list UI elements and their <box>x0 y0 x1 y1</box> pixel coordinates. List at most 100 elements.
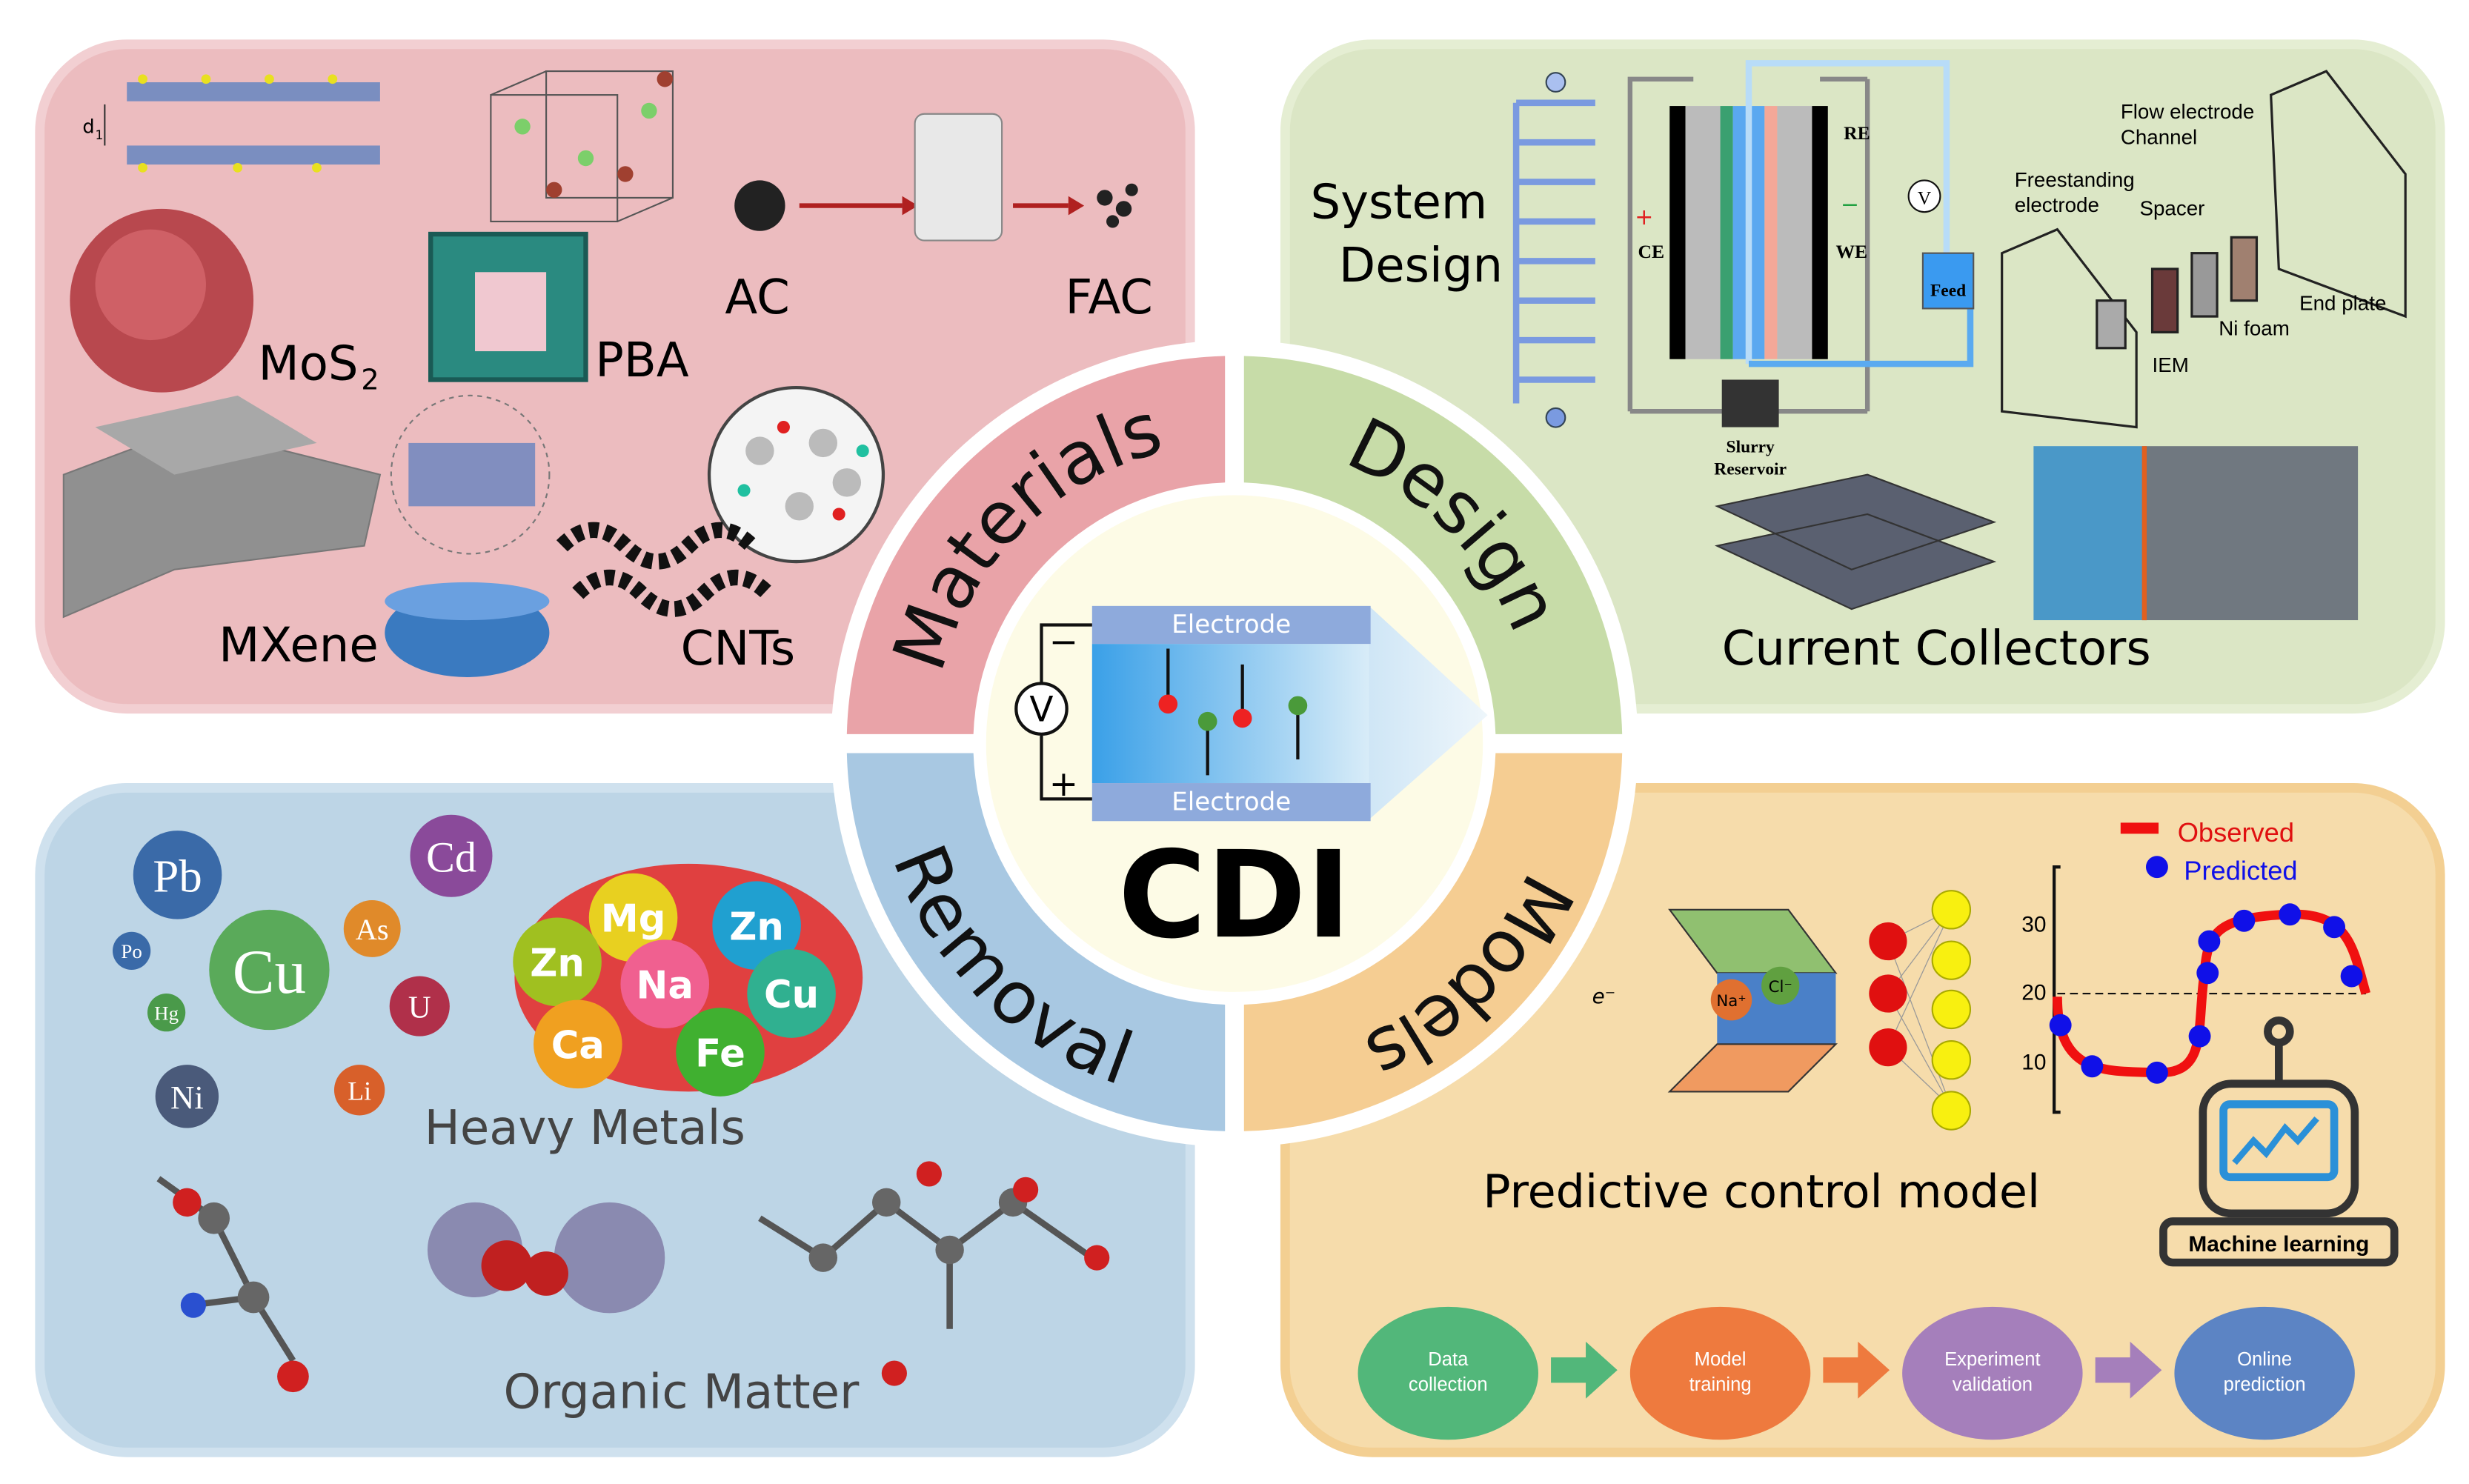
removal-band <box>846 753 1226 1131</box>
element-ball <box>620 939 710 1029</box>
freestanding-label-1: Freestanding <box>2015 168 2135 191</box>
mos2-subscript: 2 <box>361 363 379 396</box>
cdi-title: CDI <box>1118 825 1351 965</box>
fac-label: FAC <box>1066 270 1153 325</box>
workflow-step-label-1: Data <box>1428 1349 1469 1370</box>
d1-subscript: 1 <box>96 128 104 143</box>
anion-icon <box>1288 696 1308 716</box>
element-ball <box>513 917 602 1007</box>
slurry-label-1: Slurry <box>1727 438 1775 457</box>
cation-icon <box>1158 694 1178 714</box>
robot-monitor-icon <box>2159 1016 2399 1267</box>
flow-electrode-label-2: Channel <box>2121 125 2197 148</box>
flow-arrow <box>1369 605 1488 820</box>
ball-mill-machine <box>914 113 1003 242</box>
mesh-collector <box>1714 473 1997 610</box>
element-ball-label: Na <box>637 963 694 1008</box>
cl-ion-label: Cl⁻ <box>1769 978 1792 996</box>
electron-label: e⁻ <box>1592 984 1616 1008</box>
element-ball-label: Zn <box>729 905 784 949</box>
ion-label: Li <box>348 1076 371 1105</box>
ce-plus: + <box>1635 204 1653 230</box>
element-ball-label: Ca <box>551 1024 605 1068</box>
machine-learning-label: Machine learning <box>2188 1232 2369 1257</box>
flow-electrode-label-1: Flow electrode <box>2121 100 2254 123</box>
element-ball <box>712 881 801 970</box>
materials-illustrations: d 1 MoS 2 PBA AC FAC MXene <box>62 70 1153 677</box>
plus-sign: + <box>1049 764 1078 805</box>
models-band <box>1243 753 1623 1131</box>
workflow-step-label-1: Online <box>2237 1349 2292 1370</box>
materials-band <box>846 356 1226 734</box>
y-tick-20: 20 <box>2021 981 2046 1005</box>
workflow-step-label-1: Model <box>1695 1349 1747 1370</box>
ni-foam-label: Ni foam <box>2219 317 2290 340</box>
ce-label: CE <box>1638 241 1665 262</box>
ion-label: U <box>408 991 431 1025</box>
element-ball-label: Zn <box>530 942 585 986</box>
freestanding-label-2: electrode <box>2015 193 2099 216</box>
electrode-bottom <box>1091 783 1371 822</box>
workflow-step <box>2174 1306 2355 1440</box>
neural-network <box>1869 890 1972 1131</box>
element-ball-label: Cu <box>764 973 819 1017</box>
cell-voltmeter-label: V <box>1918 187 1932 208</box>
voltmeter-label: V <box>1029 690 1053 731</box>
organic-matter-label: Organic Matter <box>503 1365 860 1420</box>
predictive-control-model-label: Predictive control model <box>1483 1165 2040 1218</box>
y-tick-10: 10 <box>2021 1051 2046 1075</box>
workflow-step-label-2: validation <box>1953 1374 2033 1395</box>
ion-li-icon <box>333 1065 385 1116</box>
cdi-cell-illustration: Electrode Electrode V − + <box>1014 605 1488 822</box>
iem-label: IEM <box>2153 353 2189 376</box>
feed-label: Feed <box>1930 281 1966 300</box>
workflow-step-label-1: Experiment <box>1944 1349 2041 1370</box>
arrow-right-icon <box>1823 1341 1890 1399</box>
ion-label: Pb <box>153 851 202 902</box>
workflow-step-label-2: prediction <box>2224 1374 2306 1395</box>
pba-label: PBA <box>595 333 689 388</box>
porous-collector-foam <box>2144 446 2359 621</box>
ion-pb-icon <box>133 831 222 919</box>
ion-label: Ni <box>170 1079 204 1116</box>
workflow-step-label-2: training <box>1689 1374 1752 1395</box>
ion-label: Po <box>121 940 142 962</box>
cnt-chain <box>556 522 774 617</box>
arrow-right-icon <box>1551 1341 1618 1399</box>
re-label: RE <box>1844 122 1870 144</box>
predicted-points <box>2049 903 2363 1084</box>
workflow-step <box>1629 1306 1811 1440</box>
interdigitated-electrode <box>1512 99 1595 404</box>
we-label: WE <box>1835 241 1867 262</box>
models-illustrations: Na⁺ Cl⁻ e⁻ 30 20 10 Observed Predict <box>1358 817 2399 1440</box>
anion-icon <box>1197 711 1217 731</box>
system-design-label-1: System <box>1310 176 1487 230</box>
ac-label: AC <box>725 270 789 325</box>
ion-label: Hg <box>154 1002 179 1024</box>
minus-sign: − <box>1049 622 1078 662</box>
workflow-steps: Data collection Model training Experiment val… <box>1358 1306 2355 1440</box>
electrode-top <box>1091 605 1371 645</box>
ion-label: As <box>356 913 389 946</box>
workflow-step-label-2: collection <box>1409 1374 1488 1395</box>
mos2-layers <box>104 74 380 173</box>
cdi-cell-model: Na⁺ Cl⁻ e⁻ <box>1592 908 1838 1093</box>
legend-predicted: Predicted <box>2184 855 2297 885</box>
exploded-cell-drawing <box>2001 70 2407 429</box>
design-illustrations: System Design Feed V RE CE WE + − Slu <box>1310 60 2407 676</box>
system-design-label-2: Design <box>1339 239 1503 293</box>
slurry-reservoir <box>1721 379 1779 427</box>
element-ball <box>676 1008 765 1097</box>
ion-ni-icon <box>155 1065 219 1128</box>
mxene-label: MXene <box>219 619 379 673</box>
design-band <box>1243 356 1623 734</box>
element-ball <box>588 873 678 962</box>
electrode-top-label: Electrode <box>1172 610 1291 639</box>
voltmeter-icon <box>1014 682 1069 736</box>
ion-hg-icon <box>147 994 186 1032</box>
arrow-right-icon <box>2095 1341 2162 1399</box>
ion-label: Cd <box>426 833 476 881</box>
porous-collector-water <box>2033 446 2144 621</box>
cnts-label: CNTs <box>681 622 796 676</box>
